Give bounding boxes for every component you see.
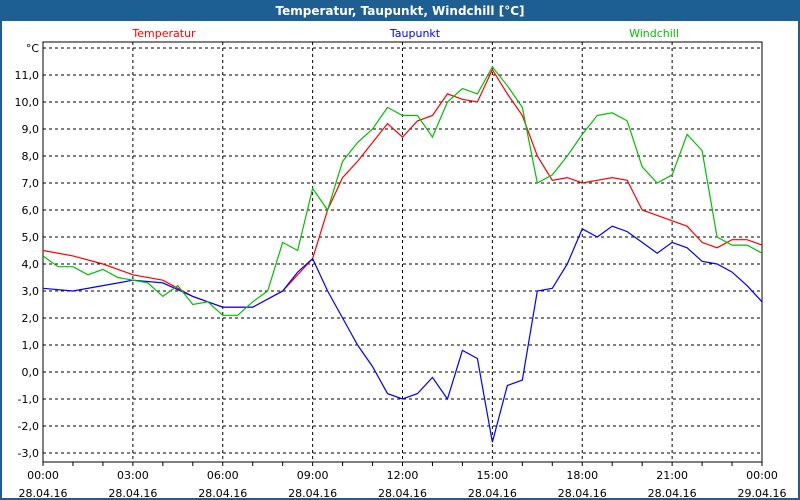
x-tick-date: 28.04.16	[468, 487, 517, 498]
x-tick-time: 12:00	[387, 469, 419, 482]
legend-taupunkt: Taupunkt	[389, 27, 441, 40]
x-tick-time: 18:00	[566, 469, 598, 482]
x-tick-time: 03:00	[117, 469, 149, 482]
x-tick-time: 00:00	[27, 469, 59, 482]
y-tick-label: 3,0	[22, 285, 40, 298]
y-tick-label: 11,0	[15, 69, 40, 82]
x-tick-date: 28.04.16	[19, 487, 68, 498]
series-line-windchill	[42, 65, 763, 316]
y-tick-label: 10,0	[15, 96, 40, 109]
x-tick-date: 28.04.16	[648, 487, 697, 498]
y-axis-unit: °C	[26, 42, 40, 55]
x-tick-date: 28.04.16	[288, 487, 337, 498]
y-tick-label: 8,0	[22, 150, 40, 163]
y-tick-label: 0,0	[22, 366, 40, 379]
x-tick-time: 21:00	[656, 469, 688, 482]
x-tick-date: 28.04.16	[558, 487, 607, 498]
y-tick-label: 7,0	[22, 177, 40, 190]
x-tick-date: 28.04.16	[198, 487, 247, 498]
x-tick-date: 29.04.16	[738, 487, 787, 498]
y-tick-label: 1,0	[22, 339, 40, 352]
x-tick-date: 28.04.16	[108, 487, 157, 498]
legend-temperatur: Temperatur	[131, 27, 196, 40]
y-tick-label: 2,0	[22, 312, 40, 325]
x-tick-time: 00:00	[746, 469, 778, 482]
y-tick-label: -3,0	[18, 447, 39, 460]
y-tick-label: 9,0	[22, 123, 40, 136]
x-tick-date: 28.04.16	[378, 487, 427, 498]
x-tick-time: 09:00	[297, 469, 329, 482]
window-title: Temperatur, Taupunkt, Windchill [°C]	[2, 2, 798, 21]
series-line-taupunkt	[42, 225, 763, 443]
x-tick-time: 06:00	[207, 469, 239, 482]
y-tick-label: 5,0	[22, 231, 40, 244]
chart-area: -3,0 -2,0 -1,0 0,0 1,0 2,0 3,0 4,0 5,0 6,0 7,0 8,0 9…	[15, 27, 787, 498]
y-tick-label: -1,0	[18, 393, 39, 406]
y-tick-label: -2,0	[18, 420, 39, 433]
y-tick-label: 4,0	[22, 258, 40, 271]
legend-windchill: Windchill	[629, 27, 679, 40]
y-tick-label: 6,0	[22, 204, 40, 217]
x-tick-time: 15:00	[477, 469, 509, 482]
